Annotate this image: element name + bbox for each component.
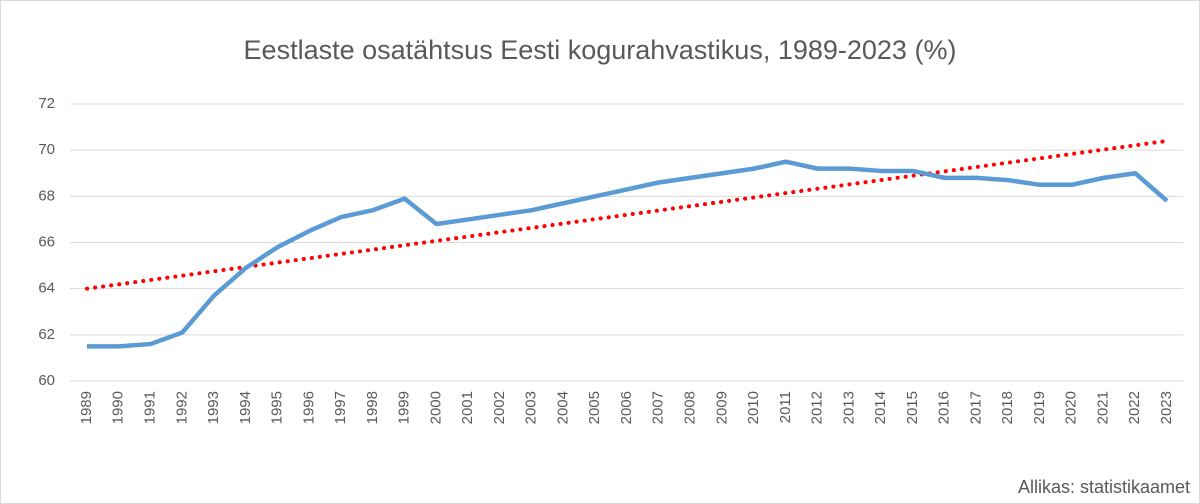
x-tick-label: 2005 — [586, 391, 603, 424]
x-tick-label: 2015 — [904, 391, 921, 424]
y-tick-label: 66 — [38, 233, 55, 250]
x-tick-label: 2012 — [809, 391, 826, 424]
x-tick-label: 1996 — [300, 391, 317, 424]
x-tick-label: 2011 — [777, 391, 794, 423]
trend-line — [85, 138, 1169, 291]
x-tick-label: 1995 — [269, 391, 286, 424]
x-tick-label: 1990 — [110, 391, 127, 424]
x-tick-label: 2020 — [1063, 391, 1080, 424]
y-tick-label: 70 — [38, 141, 55, 158]
x-tick-label: 2003 — [523, 391, 540, 424]
x-tick-label: 2014 — [872, 391, 889, 424]
source-note: Allikas: statistikaamet — [1018, 477, 1190, 497]
y-tick-label: 64 — [38, 280, 55, 297]
x-tick-label: 2017 — [967, 391, 984, 424]
x-tick-label: 1991 — [141, 391, 158, 424]
x-tick-label: 2016 — [936, 391, 953, 424]
x-tick-label: 1998 — [364, 391, 381, 424]
y-tick-label: 60 — [38, 372, 55, 389]
x-tick-label: 2009 — [713, 391, 730, 424]
x-tick-label: 2000 — [427, 391, 444, 424]
x-tick-label: 2023 — [1158, 391, 1175, 424]
data-line — [87, 159, 1169, 349]
x-tick-label: 2001 — [459, 391, 476, 424]
x-tick-label: 1993 — [205, 391, 222, 424]
x-tick-label: 2018 — [999, 391, 1016, 424]
y-tick-label: 68 — [38, 187, 55, 204]
x-tick-label: 2010 — [745, 391, 762, 424]
y-tick-label: 72 — [38, 95, 55, 112]
x-tick-label: 1997 — [332, 391, 349, 424]
x-tick-label: 2002 — [491, 391, 508, 424]
x-tick-label: 2006 — [618, 391, 635, 424]
x-tick-label: 2008 — [681, 391, 698, 424]
x-tick-label: 2004 — [554, 391, 571, 424]
x-tick-label: 1999 — [396, 391, 413, 424]
x-tick-label: 1994 — [237, 391, 254, 424]
x-tick-label: 2021 — [1094, 391, 1111, 424]
y-tick-label: 62 — [38, 326, 55, 343]
x-tick-label: 2007 — [650, 391, 667, 424]
x-tick-label: 1992 — [173, 391, 190, 424]
chart-title: Eestlaste osatähtsus Eesti kogurahvastik… — [244, 35, 957, 65]
x-tick-label: 2019 — [1031, 391, 1048, 424]
x-tick-label: 2022 — [1126, 391, 1143, 424]
x-tick-label: 1989 — [78, 391, 95, 424]
x-tick-label: 2013 — [840, 391, 857, 424]
